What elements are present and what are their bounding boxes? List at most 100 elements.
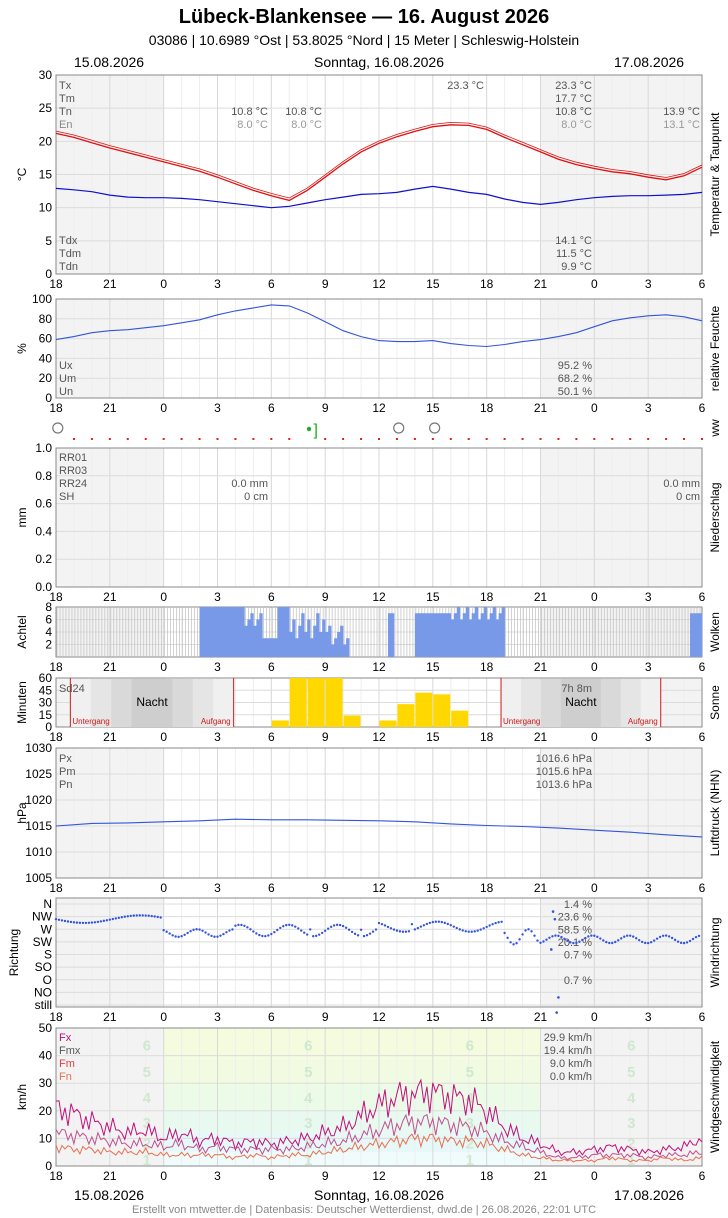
cloud-bar bbox=[265, 638, 269, 657]
ww-marker bbox=[72, 438, 75, 440]
wind-direction-dot bbox=[596, 935, 599, 939]
humidity-xtick: 12 bbox=[372, 401, 386, 415]
wind-direction-dot bbox=[473, 930, 476, 933]
wind-direction-dot bbox=[685, 941, 689, 944]
wind-direction-dot bbox=[273, 930, 276, 934]
wind-direction-dot bbox=[467, 930, 470, 933]
cloud-bar bbox=[301, 613, 305, 657]
pressure-stat-value: 1016.6 hPa bbox=[536, 753, 593, 765]
cloud-bar bbox=[429, 613, 434, 657]
cloud-bar bbox=[289, 632, 293, 657]
wind-direction-dot bbox=[443, 921, 446, 925]
wind-direction-tick: N bbox=[43, 897, 52, 911]
wind-direction-dot bbox=[165, 930, 168, 933]
sunshine-xtick: 9 bbox=[322, 730, 329, 744]
wind-direction-dot bbox=[261, 934, 264, 938]
beaufort-number: 4 bbox=[304, 1090, 313, 1107]
wind-direction-share: 58.5 % bbox=[558, 924, 592, 936]
cloud-bar bbox=[474, 607, 478, 657]
cloud-bar bbox=[283, 607, 287, 657]
humidity-series-line bbox=[55, 304, 703, 348]
temperature-xtick: 0 bbox=[591, 277, 598, 291]
wind-direction-dot bbox=[222, 932, 225, 936]
precipitation-ylabel: mm bbox=[15, 508, 29, 528]
wind_speed-ylabel: km/h bbox=[15, 1084, 29, 1110]
precipitation-xtick: 21 bbox=[534, 590, 548, 604]
pressure-ytick: 1005 bbox=[25, 871, 52, 885]
wind-direction-dot bbox=[614, 940, 617, 944]
cloud-bar bbox=[241, 607, 245, 657]
wind_speed-xtick: 6 bbox=[699, 1169, 706, 1183]
wind-direction-dot bbox=[389, 927, 393, 930]
wind-direction-dot bbox=[225, 930, 228, 934]
ww-marker bbox=[108, 438, 111, 440]
wind-direction-dot bbox=[602, 939, 605, 942]
wind-direction-xtick: 21 bbox=[534, 1010, 548, 1024]
sunrise-label: Aufgang bbox=[628, 717, 658, 726]
wind_speed-xtick: 6 bbox=[268, 1169, 275, 1183]
sunshine-ytick: 30 bbox=[39, 696, 53, 710]
ww-marker bbox=[449, 438, 452, 440]
temperature-xtick: 3 bbox=[214, 277, 221, 291]
beaufort-number: 3 bbox=[466, 1115, 474, 1132]
precipitation-xtick: 3 bbox=[645, 590, 652, 604]
humidity-xtick: 18 bbox=[480, 401, 494, 415]
ww-marker bbox=[701, 438, 703, 440]
ww-marker bbox=[360, 438, 363, 440]
beaufort-number: 5 bbox=[466, 1064, 474, 1081]
ww-marker bbox=[234, 438, 237, 440]
wind-direction-dot bbox=[338, 923, 342, 927]
cloud-bar bbox=[211, 607, 215, 657]
wind-direction-tick: SO bbox=[35, 960, 52, 974]
temperature-xtick: 21 bbox=[534, 277, 548, 291]
temperature-tn-day2: 10.8 °C bbox=[285, 106, 322, 118]
ww-marker bbox=[378, 438, 380, 440]
wind-direction-dot bbox=[240, 923, 243, 927]
wind-direction-dot bbox=[213, 935, 216, 938]
precipitation-ytick: 0.8 bbox=[35, 469, 52, 483]
humidity-ytick: 100 bbox=[32, 292, 52, 306]
wind-direction-side-label: Windrichtung bbox=[708, 917, 722, 987]
sunshine-bar bbox=[289, 678, 307, 727]
wind-direction-share: 20.1 % bbox=[558, 937, 592, 949]
wind-direction-dot bbox=[407, 930, 411, 933]
dewpoint-stat-label: Tdx bbox=[59, 235, 78, 247]
pressure-stat-value: 1015.6 hPa bbox=[536, 766, 593, 778]
wind-direction-dot bbox=[470, 930, 473, 933]
cloud-bar bbox=[313, 625, 317, 657]
wind-direction-dot bbox=[581, 938, 584, 942]
sunshine-bar bbox=[325, 678, 343, 727]
beaufort-number: 4 bbox=[143, 1090, 152, 1107]
wind-direction-dot bbox=[114, 917, 118, 920]
ww-marker bbox=[557, 438, 560, 440]
wind-direction-tick: SW bbox=[33, 935, 53, 949]
wind-direction-dot bbox=[297, 927, 300, 930]
wind-direction-dot bbox=[530, 930, 533, 933]
clouds-ytick: 8 bbox=[45, 600, 52, 614]
cloud-bar bbox=[480, 613, 484, 657]
night-shade-band bbox=[70, 679, 92, 727]
ww-marker bbox=[665, 438, 668, 440]
humidity-xtick: 0 bbox=[591, 401, 598, 415]
temperature-series-line bbox=[55, 185, 703, 209]
temperature-ytick: 15 bbox=[39, 168, 53, 182]
wind-direction-dot bbox=[548, 936, 551, 939]
wind-direction-dot bbox=[554, 934, 557, 937]
pressure-xtick: 21 bbox=[103, 881, 117, 895]
wind-direction-dot bbox=[428, 921, 432, 925]
ww-marker bbox=[324, 438, 327, 440]
wind-direction-dot bbox=[464, 930, 467, 933]
temperature-ytick: 10 bbox=[39, 201, 53, 215]
cloud-bar bbox=[489, 613, 493, 657]
wind-direction-dot bbox=[434, 920, 438, 923]
wind-direction-xtick: 12 bbox=[372, 1010, 386, 1024]
cloud-bar bbox=[486, 619, 490, 657]
beaufort-number: 2 bbox=[627, 1136, 635, 1153]
humidity-ytick: 80 bbox=[39, 312, 53, 326]
wind-direction-dot bbox=[368, 932, 372, 935]
sunshine-sd-label: Sd24 bbox=[59, 683, 85, 695]
pressure-stat-value: 1013.6 hPa bbox=[536, 779, 593, 791]
wind_speed-xtick: 3 bbox=[645, 1169, 652, 1183]
wind-direction-dot bbox=[664, 934, 668, 937]
wind_speed-xtick: 15 bbox=[426, 1169, 440, 1183]
